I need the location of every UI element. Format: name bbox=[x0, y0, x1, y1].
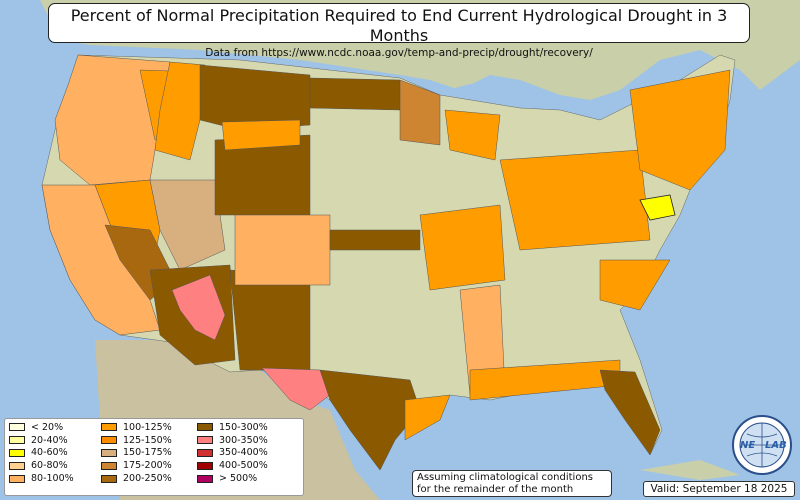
northeast bbox=[629, 69, 731, 191]
wyoming-orange bbox=[221, 119, 301, 151]
legend-item: 150-300% bbox=[197, 421, 268, 434]
legend-label: 200-250% bbox=[123, 473, 172, 485]
legend-item: 200-250% bbox=[101, 472, 172, 485]
legend-swatch bbox=[101, 436, 117, 445]
legend-label: 80-100% bbox=[31, 473, 74, 485]
missouri-illinois bbox=[419, 204, 506, 291]
logo-text-left: NE bbox=[740, 440, 755, 451]
texas-coast bbox=[404, 394, 451, 441]
legend-label: 350-400% bbox=[219, 447, 268, 459]
legend-label: 20-40% bbox=[31, 434, 68, 446]
legend-item: 150-175% bbox=[101, 447, 172, 460]
legend-item: 60-80% bbox=[9, 459, 74, 472]
logo-text-right: LAB bbox=[765, 440, 787, 451]
legend-swatch bbox=[101, 448, 117, 457]
legend-swatch bbox=[9, 436, 25, 445]
note-line-2: for the remainder of the month bbox=[417, 484, 574, 495]
legend-item: 175-200% bbox=[101, 459, 172, 472]
florida bbox=[599, 369, 661, 456]
cuba bbox=[640, 460, 740, 480]
legend-column-2: 100-125% 125-150% 150-175% 175-200% 200-… bbox=[101, 421, 172, 485]
legend-label: 150-175% bbox=[123, 447, 172, 459]
minnesota bbox=[399, 79, 441, 146]
legend-label: 40-60% bbox=[31, 447, 68, 459]
legend-swatch bbox=[101, 461, 117, 470]
valid-date: Valid: September 18 2025 bbox=[643, 481, 795, 497]
title-box: Percent of Normal Precipitation Required… bbox=[48, 3, 750, 59]
legend-swatch bbox=[101, 423, 117, 432]
legend-item: 300-350% bbox=[197, 434, 268, 447]
legend-swatch bbox=[197, 461, 213, 470]
map-title: Percent of Normal Precipitation Required… bbox=[70, 6, 728, 45]
legend-label: 300-350% bbox=[219, 434, 268, 446]
legend-swatch bbox=[197, 436, 213, 445]
legend-column-1: < 20% 20-40% 40-60% 60-80% 80-100% bbox=[9, 421, 74, 485]
legend-swatch bbox=[197, 423, 213, 432]
legend-swatch bbox=[9, 474, 25, 483]
legend-swatch bbox=[197, 448, 213, 457]
legend-label: 100-125% bbox=[123, 421, 172, 433]
legend: < 20% 20-40% 40-60% 60-80% 80-100% 100-1… bbox=[4, 418, 304, 496]
west-texas-hot bbox=[261, 367, 331, 411]
legend-item: 125-150% bbox=[101, 434, 172, 447]
wisconsin bbox=[444, 109, 501, 161]
legend-item: 400-500% bbox=[197, 459, 268, 472]
legend-item: 40-60% bbox=[9, 447, 74, 460]
legend-item: 80-100% bbox=[9, 472, 74, 485]
legend-item: 100-125% bbox=[101, 421, 172, 434]
maryland bbox=[639, 194, 676, 221]
assumption-note: Assuming climatological conditions for t… bbox=[412, 470, 612, 497]
legend-swatch bbox=[197, 474, 213, 483]
colorado bbox=[234, 214, 331, 286]
ohio-valley bbox=[499, 149, 651, 251]
legend-swatch bbox=[9, 448, 25, 457]
legend-label: 400-500% bbox=[219, 460, 268, 472]
legend-column-3: 150-300% 300-350% 350-400% 400-500% > 50… bbox=[197, 421, 268, 485]
map-subtitle: Data from https://www.ncdc.noaa.gov/temp… bbox=[205, 47, 593, 59]
dakotas-north bbox=[309, 77, 401, 111]
legend-label: 60-80% bbox=[31, 460, 68, 472]
legend-item: 20-40% bbox=[9, 434, 74, 447]
legend-label: > 500% bbox=[219, 473, 258, 485]
legend-label: 125-150% bbox=[123, 434, 172, 446]
legend-item: 350-400% bbox=[197, 447, 268, 460]
idaho bbox=[154, 61, 206, 161]
legend-swatch bbox=[101, 474, 117, 483]
legend-item: < 20% bbox=[9, 421, 74, 434]
legend-label: < 20% bbox=[31, 421, 64, 433]
legend-item: > 500% bbox=[197, 472, 268, 485]
legend-swatch bbox=[9, 423, 25, 432]
kansas-band bbox=[329, 229, 421, 251]
east-texas bbox=[319, 369, 421, 471]
arizona-hot bbox=[171, 274, 226, 341]
note-line-1: Assuming climatological conditions bbox=[417, 472, 593, 483]
legend-label: 150-300% bbox=[219, 421, 268, 433]
carolinas bbox=[599, 259, 671, 311]
utah bbox=[149, 179, 226, 271]
legend-label: 175-200% bbox=[123, 460, 172, 472]
legend-swatch bbox=[9, 461, 25, 470]
nexlab-logo: NE LAB bbox=[732, 415, 792, 475]
